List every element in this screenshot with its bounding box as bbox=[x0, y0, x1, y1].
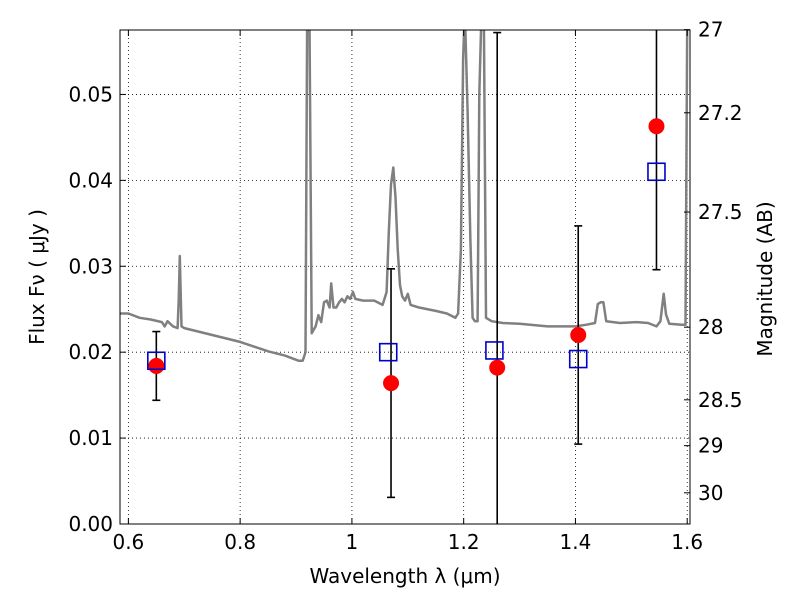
y-tick-label: 0.00 bbox=[68, 512, 113, 536]
observed-point bbox=[648, 118, 665, 135]
model-photometry-point bbox=[147, 351, 166, 371]
y2-tick-label: 28.5 bbox=[698, 388, 743, 412]
x-tick-label: 1.4 bbox=[560, 530, 592, 554]
x-tick-label: 0.8 bbox=[224, 530, 256, 554]
y-axis-label: Flux Fν ( μJy ) bbox=[25, 209, 49, 345]
y-tick-label: 0.04 bbox=[68, 168, 113, 192]
model-photometry-point bbox=[485, 341, 504, 360]
grid-lines bbox=[120, 30, 690, 525]
model-spectrum-line bbox=[120, 30, 689, 363]
observed-point bbox=[383, 375, 400, 392]
y2-tick-label: 29 bbox=[698, 434, 723, 458]
observed-point bbox=[148, 357, 165, 374]
x-tick-label: 0.6 bbox=[112, 530, 144, 554]
model-photometry-point bbox=[568, 349, 588, 369]
plot-frame bbox=[119, 29, 691, 525]
y2-tick-label: 27.2 bbox=[698, 101, 743, 125]
y-tick-label: 0.05 bbox=[68, 82, 113, 106]
y2-tick-label: 27 bbox=[698, 18, 723, 42]
x-axis-label: Wavelength λ (μm) bbox=[309, 564, 500, 588]
observed-point bbox=[570, 326, 587, 343]
model-photometry-point bbox=[378, 342, 398, 362]
series-layer bbox=[120, 30, 689, 524]
y-tick-label: 0.01 bbox=[68, 426, 113, 450]
x-tick-label: 1 bbox=[346, 530, 359, 554]
y2-tick-label: 30 bbox=[698, 481, 723, 505]
y2-tick-label: 28 bbox=[698, 315, 723, 339]
x-tick-label: 1.6 bbox=[671, 530, 703, 554]
model-photometry-point bbox=[647, 162, 666, 182]
axis-ticks: 0.6 0.8 1 1.2 1.4 1.6 0.00 0.01 0.02 0.03 0.04 0.05… bbox=[68, 18, 742, 554]
x-tick-label: 1.2 bbox=[448, 530, 480, 554]
observed-point bbox=[489, 359, 506, 376]
y2-tick-label: 27.5 bbox=[698, 200, 743, 224]
y2-axis-label: Magnitude (AB) bbox=[753, 201, 777, 356]
y-tick-label: 0.03 bbox=[68, 254, 113, 278]
y-tick-label: 0.02 bbox=[68, 340, 113, 364]
